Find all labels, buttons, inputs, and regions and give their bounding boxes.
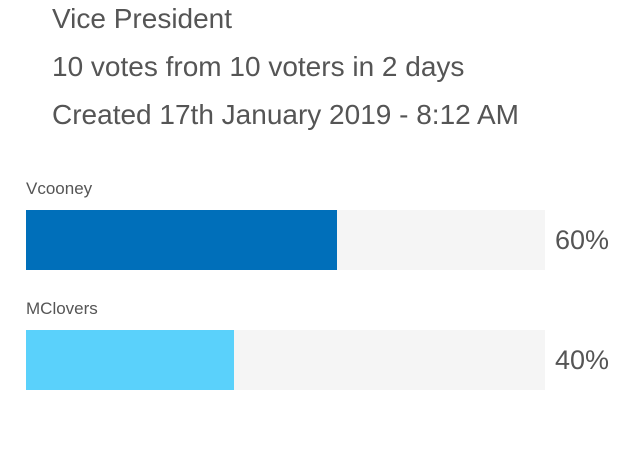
poll-header: Vice President 10 votes from 10 voters i… [52, 0, 519, 139]
result-bar-track [26, 210, 545, 270]
option-label: Vcooney [26, 179, 93, 198]
poll-option-mclovers: MClovers 40% [26, 298, 626, 418]
option-label: MClovers [26, 299, 98, 318]
result-bar-fill [26, 210, 338, 270]
poll-votes-summary: 10 votes from 10 voters in 2 days [52, 51, 465, 82]
poll-option-vcooney: Vcooney 60% [26, 178, 626, 298]
poll-title: Vice President [52, 3, 233, 34]
result-percent: 40% [555, 345, 610, 375]
result-bar-track [26, 330, 545, 390]
result-percent: 60% [555, 225, 610, 255]
result-bar-fill [26, 330, 234, 390]
poll-options: Vcooney 60% MClovers 40% [26, 178, 626, 418]
poll-created-date: Created 17th January 2019 - 8:12 AM [52, 99, 519, 130]
